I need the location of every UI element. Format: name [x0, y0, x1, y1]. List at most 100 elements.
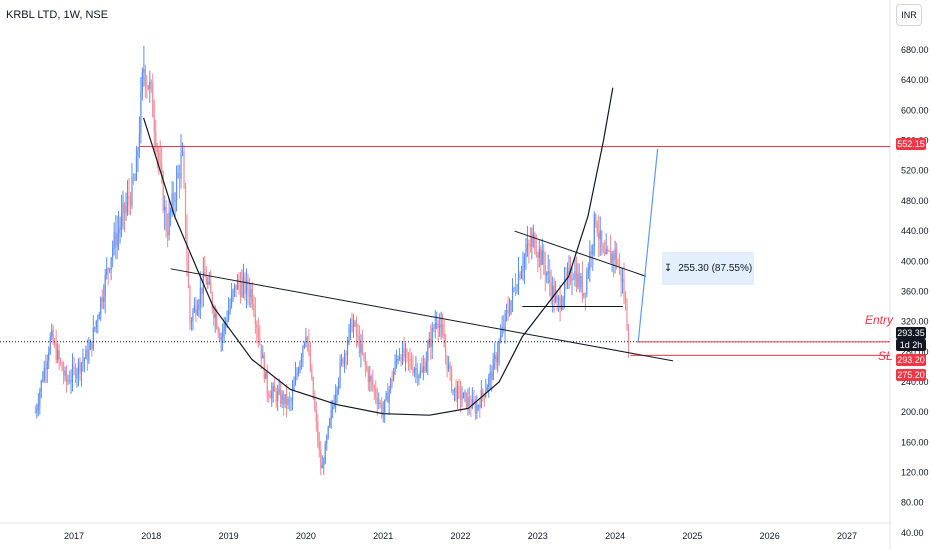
candle-body: [427, 346, 429, 362]
y-tick-label: 400.00: [901, 256, 929, 266]
candle-body: [404, 349, 407, 358]
candle-body: [268, 393, 270, 397]
candle-body: [144, 68, 146, 86]
cup-curve: [143, 87, 614, 416]
candle-body: [79, 361, 81, 373]
candle-body: [287, 399, 289, 405]
candle-body: [415, 368, 417, 370]
candle-body: [516, 289, 518, 292]
candle-body: [373, 386, 375, 390]
candle-body: [605, 248, 607, 255]
candle-body: [384, 399, 386, 413]
candle-body: [126, 196, 129, 206]
candle-body: [555, 295, 557, 303]
candle-body: [315, 409, 317, 422]
candle-body: [308, 342, 310, 351]
candle-body: [418, 375, 420, 379]
candle-body: [547, 271, 549, 274]
price-tag-entry: 293.20: [896, 354, 926, 366]
candle-body: [500, 335, 502, 342]
candle-body: [562, 297, 564, 306]
candle-body: [135, 157, 138, 181]
candle-body: [250, 289, 252, 298]
candle-body: [428, 338, 430, 347]
candle-body: [317, 421, 319, 442]
candle-body: [311, 370, 313, 378]
candle-body: [152, 82, 154, 117]
candle-body: [571, 278, 573, 281]
candle-body: [510, 300, 512, 313]
candle-body: [244, 277, 246, 294]
candle-body: [446, 355, 448, 370]
candle-body: [117, 229, 120, 234]
candle-body: [192, 311, 194, 322]
candle-body: [587, 270, 589, 274]
candle-body: [332, 406, 334, 410]
candle-body: [563, 278, 566, 298]
candle-body: [364, 356, 366, 365]
candle-body: [596, 223, 598, 234]
candle-body: [64, 370, 66, 376]
candle-body: [608, 250, 610, 252]
candle-body: [235, 284, 237, 290]
candle-body: [88, 349, 90, 361]
candle-body: [113, 232, 115, 248]
candle-body: [333, 404, 335, 407]
candle-body: [242, 277, 245, 283]
candle-body: [434, 323, 436, 329]
candle-body: [306, 336, 308, 343]
measure-value: 255.30 (87.55%): [678, 263, 753, 274]
candle-body: [162, 174, 164, 211]
candle-body: [590, 251, 592, 255]
candle-body: [526, 243, 528, 253]
candle-body: [52, 330, 54, 343]
candle-body: [574, 271, 576, 280]
currency-button[interactable]: INR: [896, 4, 922, 26]
candle-body: [556, 295, 558, 301]
candle-body: [247, 280, 249, 292]
x-tick-label: 2024: [605, 531, 625, 541]
candle-body: [128, 196, 130, 200]
candle-body: [62, 370, 65, 376]
candle-body: [520, 271, 523, 279]
candle-body: [407, 352, 410, 359]
candle-body: [552, 285, 554, 298]
candle-body: [345, 353, 347, 356]
candle-body: [474, 402, 476, 414]
candle-body: [349, 319, 352, 328]
candle-body: [291, 390, 294, 401]
candle-body: [503, 327, 505, 330]
candle-body: [492, 359, 494, 381]
candle-body: [549, 271, 551, 283]
candle-body: [171, 193, 173, 211]
candle-body: [517, 273, 520, 290]
candle-body: [456, 385, 459, 400]
candle-body: [321, 464, 323, 469]
candle-body: [190, 321, 193, 323]
candle-body: [134, 180, 136, 182]
x-tick-label: 2026: [760, 531, 780, 541]
candle-body: [43, 367, 45, 381]
candle-body: [406, 349, 408, 353]
candle-body: [236, 279, 239, 290]
candle-body: [462, 392, 465, 399]
candle-body: [42, 380, 44, 382]
candle-body: [476, 405, 478, 414]
candle-body: [259, 337, 261, 345]
candle-body: [354, 322, 356, 325]
candle-body: [327, 426, 329, 438]
candle-body: [452, 389, 454, 391]
candle-body: [544, 264, 546, 275]
candle-body: [34, 412, 36, 414]
candle-body: [290, 400, 292, 402]
candle-body: [303, 342, 306, 347]
candle-body: [538, 248, 540, 258]
candle-body: [495, 355, 497, 363]
measure-label: ↧ 255.30 (87.55%): [662, 252, 754, 285]
y-tick-label: 160.00: [901, 437, 929, 447]
candle-body: [335, 394, 337, 405]
candle-body: [213, 308, 215, 318]
candle-body: [431, 327, 433, 348]
candle-body: [137, 150, 139, 158]
